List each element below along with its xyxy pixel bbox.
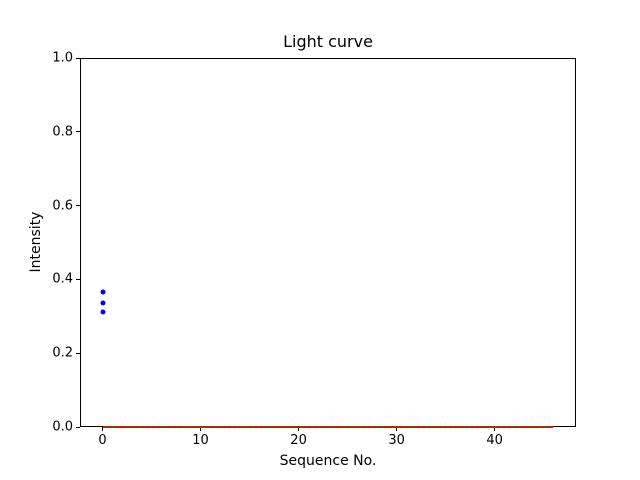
x-tick-mark [494,427,496,431]
x-tick-label: 20 [290,433,307,448]
y-tick-label: 1.0 [52,50,73,66]
y-tick-label: 0.4 [52,271,73,287]
x-tick-label: 30 [388,433,405,448]
chart-title: Light curve [283,32,373,51]
y-tick-label: 0.8 [52,124,73,140]
x-axis-label: Sequence No. [279,453,377,469]
plot-area [80,58,576,427]
y-tick-label: 0.0 [52,419,73,435]
x-tick-mark [200,427,202,431]
y-axis-label: Intensity [28,211,44,273]
x-tick-mark [102,427,104,431]
x-tick-mark [298,427,300,431]
x-tick-label: 10 [192,433,209,448]
x-tick-label: 0 [98,433,107,448]
x-tick-mark [396,427,398,431]
x-tick-label: 40 [486,433,503,448]
y-tick-label: 0.2 [52,345,73,361]
